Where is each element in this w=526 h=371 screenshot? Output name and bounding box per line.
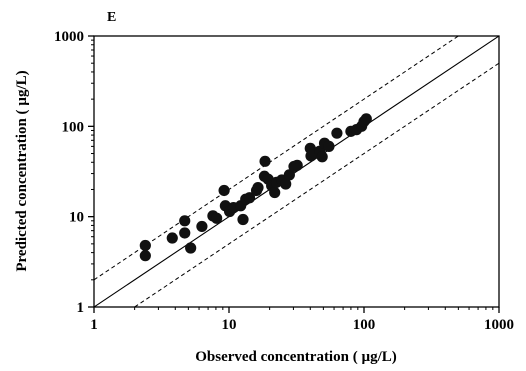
data-point [139, 239, 151, 252]
data-point [243, 192, 256, 204]
data-point [218, 184, 230, 197]
fold-line-2 [133, 62, 499, 307]
data-points [139, 113, 372, 262]
data-point [283, 169, 295, 181]
y-tick-label: 10 [69, 210, 84, 226]
data-point [323, 140, 335, 152]
data-point [211, 212, 223, 224]
data-point [237, 213, 249, 226]
data-point [259, 155, 271, 167]
data-point [139, 250, 151, 262]
reference-lines [94, 36, 499, 307]
x-axis-label: Observed concentration ( µg/L) [195, 349, 397, 365]
data-point [316, 151, 328, 163]
data-point [291, 159, 303, 171]
data-point [252, 181, 264, 194]
data-point [196, 220, 208, 233]
x-tick-label: 10 [222, 317, 237, 333]
data-point [166, 232, 178, 244]
data-point [331, 127, 343, 139]
x-tick-label: 1 [90, 317, 98, 333]
y-tick-label: 100 [62, 119, 85, 135]
y-axis-label: Predicted concentration ( µg/L) [14, 70, 30, 271]
plot-frame [93, 35, 500, 308]
data-point [185, 242, 197, 254]
data-point [269, 186, 281, 199]
data-point [280, 178, 292, 190]
data-point [360, 113, 372, 125]
fold-line-1 [94, 36, 460, 281]
x-tick-label: 1000 [484, 317, 514, 333]
axis-ticks: 1 10 100 1000 1 10 100 1000 [54, 29, 514, 333]
data-point [179, 215, 191, 227]
data-point [179, 227, 191, 239]
y-tick-label: 1000 [54, 29, 84, 45]
identity-line [94, 36, 499, 307]
x-tick-label: 100 [353, 317, 376, 333]
panel-label: E [107, 10, 116, 25]
y-tick-label: 1 [77, 300, 85, 316]
